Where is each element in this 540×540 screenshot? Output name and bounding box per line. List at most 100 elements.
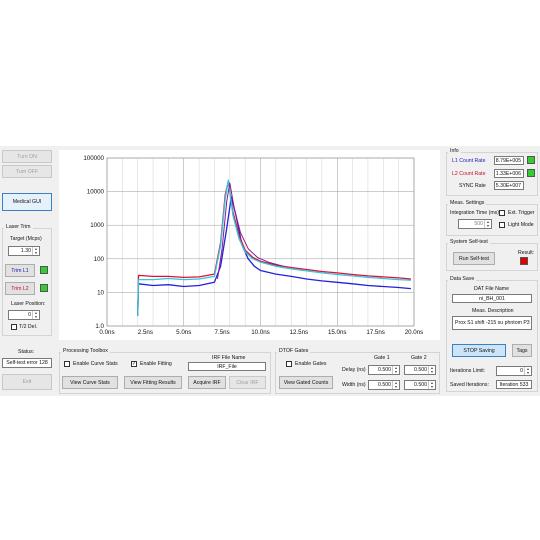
ext-trigger-checkbox[interactable] — [499, 210, 505, 216]
l1-count-rate-label: L1 Count Rate — [452, 158, 486, 164]
self-test-title: System Self-test — [448, 239, 490, 245]
result-label: Result: — [518, 250, 535, 256]
width-gate1-value: 0.500 — [378, 382, 391, 388]
dat-file-name-field[interactable]: ni_BH_001 — [452, 294, 532, 303]
integration-time-value: 500 — [474, 221, 483, 227]
data-save-group — [446, 280, 538, 392]
status-label: Status: — [18, 349, 35, 355]
y-tick-label: 10 — [97, 289, 104, 296]
gate2-label: Gate 2 — [411, 355, 427, 361]
x-tick-label: 7.5ns — [215, 329, 230, 336]
target-value: 1.30 — [20, 248, 31, 254]
meas-description-label: Meas. Description — [472, 308, 514, 314]
acquire-irf-button[interactable]: Acquire IRF — [188, 376, 226, 389]
trim-l1-button[interactable]: Trim L1 — [5, 264, 35, 277]
x-tick-label: 20.0ns — [405, 329, 424, 336]
l2-count-rate-label: L2 Count Rate — [452, 171, 486, 177]
x-tick-label: 2.5ns — [138, 329, 153, 336]
laser-position-spinner[interactable]: 0 ▲ ▼ — [8, 310, 40, 320]
delay-gate1-spinner[interactable]: 0.500 ▲ ▼ — [368, 365, 400, 375]
l2-count-rate-field: 1.33E+006 — [494, 169, 524, 178]
l2-status-led — [527, 169, 535, 177]
delay-label: Delay (ns) — [342, 367, 366, 373]
enable-gates-label: Enable Gates — [295, 361, 327, 367]
iterations-limit-value: 0 — [520, 368, 523, 374]
status-field: Self-test error 128 — [2, 358, 52, 368]
run-self-test-button[interactable]: Run Self-test — [453, 252, 495, 265]
x-tick-label: 5.0ns — [176, 329, 191, 336]
width-gate1-spinner[interactable]: 0.500 ▲ ▼ — [368, 380, 400, 390]
width-gate2-spinner[interactable]: 0.500 ▲ ▼ — [404, 380, 436, 390]
view-curve-stats-button[interactable]: View Curve Stats — [62, 376, 118, 389]
saved-iterations-label: Saved Iterations: — [450, 382, 489, 388]
app-window: Turn ON Turn OFF Medical GUI Laser Trim … — [0, 146, 540, 396]
stop-saving-button[interactable]: STOP Saving — [452, 344, 506, 357]
series-line — [217, 182, 284, 280]
enable-curve-stats-label: Enable Curve Stats — [73, 361, 118, 367]
spinner-arrows-icon[interactable]: ▲ ▼ — [392, 366, 399, 374]
meas-settings-group — [446, 204, 538, 236]
info-group — [446, 152, 538, 196]
light-mode-checkbox[interactable] — [499, 222, 505, 228]
sync-rate-field: 5.30E+007 — [494, 181, 524, 190]
series-line — [137, 179, 411, 316]
dtof-chart: 0.0ns 2.5ns 5.0ns 7.5ns 10.0ns 12.5ns 15.0ns 17… — [59, 150, 440, 340]
t2-del-checkbox[interactable] — [11, 324, 17, 330]
info-title: Info — [448, 148, 461, 154]
x-tick-label: 15.0ns — [328, 329, 347, 336]
irf-file-field[interactable]: IRF_File — [188, 362, 266, 371]
l1-count-rate-field: 8.79E+005 — [494, 156, 524, 165]
turn-on-button[interactable]: Turn ON — [2, 150, 52, 163]
delay-gate2-spinner[interactable]: 0.500 ▲ ▼ — [404, 365, 436, 375]
trim-l2-status-led — [40, 284, 48, 292]
series-line — [137, 196, 411, 316]
integration-time-spinner[interactable]: 500 ▲ ▼ — [458, 219, 492, 229]
self-test-result-led — [520, 257, 528, 265]
series-line — [137, 180, 411, 316]
target-spinner[interactable]: 1.30 ▲ ▼ — [8, 246, 40, 256]
spinner-arrows-icon[interactable]: ▲ ▼ — [32, 247, 39, 255]
view-gated-counts-button[interactable]: View Gated Counts — [279, 376, 333, 389]
sync-rate-label: SYNC Rate — [459, 183, 486, 189]
medical-gui-button[interactable]: Medical GUI — [2, 193, 52, 211]
light-mode-label: Light Mode — [508, 222, 534, 228]
iterations-limit-label: Iterations Limit: — [450, 368, 486, 374]
meas-description-field[interactable]: Prox S1 shift -215 su phntom P3 — [452, 316, 532, 330]
trim-l2-button[interactable]: Trim L2 — [5, 282, 35, 295]
target-label: Target (Mcps) — [10, 236, 42, 242]
spinner-arrows-icon[interactable]: ▲ ▼ — [392, 381, 399, 389]
laser-trim-title: Laser Trim — [4, 224, 33, 230]
y-tick-label: 100 — [94, 256, 105, 263]
exit-button[interactable]: Exit — [2, 374, 52, 390]
spinner-arrows-icon[interactable]: ▲ ▼ — [484, 220, 491, 228]
enable-fitting-checkbox[interactable]: ✓ — [131, 361, 137, 367]
data-save-title: Data Save — [448, 276, 477, 282]
y-tick-label: 100000 — [83, 155, 104, 162]
meas-settings-title: Meas. Settings — [448, 200, 487, 206]
spinner-arrows-icon[interactable]: ▲ ▼ — [428, 381, 435, 389]
spinner-arrows-icon[interactable]: ▲ ▼ — [524, 367, 531, 375]
self-test-group — [446, 243, 538, 271]
x-tick-label: 0.0ns — [99, 329, 114, 336]
view-fitting-results-button[interactable]: View Fitting Results — [124, 376, 182, 389]
dtof-gates-group — [275, 352, 440, 394]
integration-time-label: Integration Time (ms) — [450, 210, 500, 216]
delay-gate2-value: 0.500 — [414, 367, 427, 373]
processing-toolbox-title: Processing Toolbox — [61, 348, 110, 354]
y-tick-label: 1.0 — [95, 323, 104, 330]
enable-curve-stats-checkbox[interactable] — [64, 361, 70, 367]
saved-iterations-field: Iteration 533 — [496, 380, 532, 389]
spinner-arrows-icon[interactable]: ▲ ▼ — [428, 366, 435, 374]
ext-trigger-label: Ext. Trigger — [508, 210, 535, 216]
tags-button[interactable]: Tags — [512, 344, 532, 357]
iterations-limit-spinner[interactable]: 0 ▲ ▼ — [496, 366, 532, 376]
width-label: Width (ns) — [342, 382, 366, 388]
dtof-plot: 0.0ns 2.5ns 5.0ns 7.5ns 10.0ns 12.5ns 15.0ns 17… — [83, 155, 424, 336]
spinner-arrows-icon[interactable]: ▲ ▼ — [32, 311, 39, 319]
enable-gates-checkbox[interactable] — [286, 361, 292, 367]
delay-gate1-value: 0.500 — [378, 367, 391, 373]
x-tick-label: 10.0ns — [251, 329, 270, 336]
l1-status-led — [527, 156, 535, 164]
clear-irf-button[interactable]: Clear IRF — [229, 376, 266, 389]
turn-off-button[interactable]: Turn OFF — [2, 165, 52, 178]
